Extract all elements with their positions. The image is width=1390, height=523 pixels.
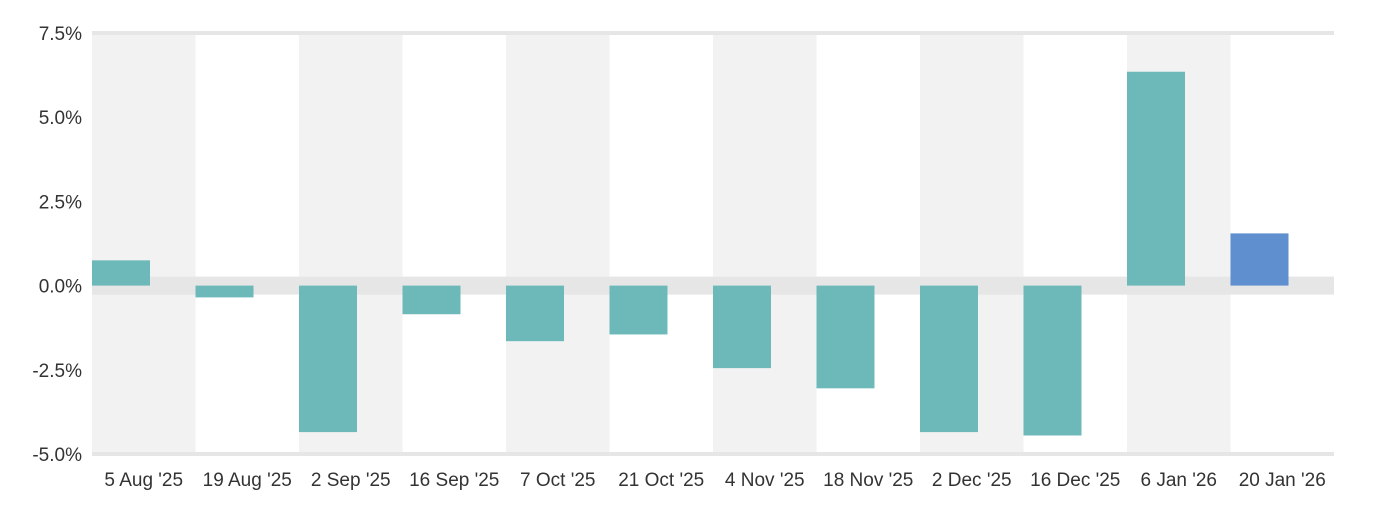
x-tick-label: 16 Sep '25 — [409, 470, 499, 491]
y-tick-label: 0.0% — [39, 277, 82, 298]
x-tick-label: 19 Aug '25 — [203, 470, 292, 491]
axis-lines — [92, 31, 1334, 456]
y-tick-label: 5.0% — [39, 108, 82, 129]
bar-5[interactable] — [609, 285, 668, 335]
top-axis-line — [92, 31, 1334, 35]
y-tick-label: -2.5% — [32, 361, 82, 382]
y-axis-ticks: 7.5% 5.0% 2.5% 0.0% -2.5% -5.0% — [32, 24, 82, 466]
x-tick-label: 16 Dec '25 — [1030, 470, 1120, 491]
bar-11[interactable] — [1230, 233, 1289, 286]
x-tick-label: 18 Nov '25 — [823, 470, 913, 491]
bar-0[interactable] — [92, 260, 150, 286]
bar-9[interactable] — [1023, 285, 1082, 436]
bar-3[interactable] — [402, 285, 461, 315]
x-tick-label: 21 Oct '25 — [618, 470, 704, 491]
bar-6[interactable] — [713, 285, 771, 369]
x-tick-label: 5 Aug '25 — [104, 470, 183, 491]
bar-8[interactable] — [920, 285, 978, 433]
x-tick-label: 7 Oct '25 — [520, 470, 595, 491]
y-tick-label: 2.5% — [39, 192, 82, 213]
column-band — [92, 33, 196, 454]
bar-10[interactable] — [1127, 71, 1185, 286]
x-tick-label: 20 Jan '26 — [1239, 470, 1326, 491]
bar-7[interactable] — [816, 285, 875, 389]
bar-1[interactable] — [195, 285, 254, 298]
column-band — [506, 33, 610, 454]
y-tick-label: 7.5% — [39, 24, 82, 45]
x-tick-label: 2 Dec '25 — [932, 470, 1012, 491]
x-tick-label: 4 Nov '25 — [725, 470, 805, 491]
column-band — [713, 33, 817, 454]
x-axis-ticks: 5 Aug '25 19 Aug '25 2 Sep '25 16 Sep '25 7 … — [104, 470, 1325, 491]
bar-4[interactable] — [506, 285, 564, 342]
x-tick-label: 6 Jan '26 — [1140, 470, 1217, 491]
bar-2[interactable] — [299, 285, 357, 433]
x-tick-label: 2 Sep '25 — [311, 470, 391, 491]
bars — [92, 71, 1289, 436]
bottom-axis-line — [92, 452, 1334, 456]
y-tick-label: -5.0% — [32, 445, 82, 466]
